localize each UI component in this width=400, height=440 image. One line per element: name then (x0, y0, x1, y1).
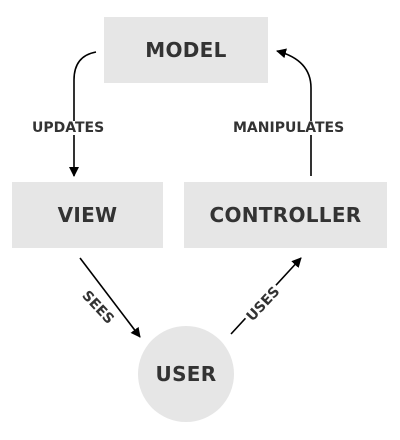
view-node: VIEW (12, 182, 163, 248)
controller-node: CONTROLLER (184, 182, 387, 248)
updates-label: UPDATES (31, 120, 106, 136)
model-node: MODEL (104, 17, 268, 83)
model-node-label: MODEL (145, 38, 227, 62)
manipulates-label: MANIPULATES (232, 120, 346, 136)
view-node-label: VIEW (57, 203, 118, 227)
updates-arrow (69, 51, 97, 177)
user-node-label: USER (155, 362, 217, 386)
user-node: USER (138, 326, 234, 422)
sees-arrow (79, 257, 141, 338)
controller-node-label: CONTROLLER (209, 203, 362, 227)
manipulates-arrow (276, 48, 312, 176)
